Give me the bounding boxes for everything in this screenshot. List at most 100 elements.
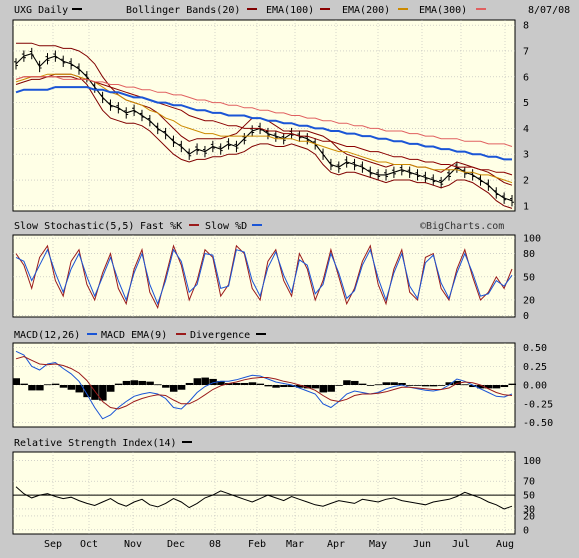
- divergence-bar: [83, 385, 91, 398]
- y-tick-label: 0.00: [523, 381, 547, 392]
- divergence-bar: [327, 385, 335, 392]
- date-label: 8/07/08: [528, 5, 570, 16]
- divergence-bar: [382, 382, 391, 385]
- y-tick-label: 0: [523, 311, 529, 322]
- divergence-bar: [154, 384, 162, 386]
- series-line-stochastic: [15, 248, 513, 306]
- stochastic-legend-slowd: Slow %D: [205, 221, 247, 232]
- divergence-bar: [343, 380, 351, 385]
- y-tick-label: 50: [523, 272, 535, 283]
- y-tick-label: 6: [523, 72, 529, 83]
- x-tick-label: Aug: [496, 539, 514, 550]
- divergence-bar: [217, 380, 225, 385]
- divergence-bar: [406, 385, 414, 386]
- stochastic-legend-fastk: Fast %K: [140, 221, 182, 232]
- macd-legend-div: Divergence: [190, 330, 250, 341]
- divergence-bar: [351, 380, 359, 385]
- tick-layer: Sep Oct Nov Dec 08 Feb Mar Apr May Jun Jul Aug12345…: [44, 21, 553, 550]
- divergence-bar: [67, 385, 76, 390]
- x-tick-label: Apr: [327, 539, 345, 550]
- y-tick-label: 7: [523, 46, 529, 57]
- divergence-bar: [106, 385, 115, 392]
- divergence-bar: [366, 385, 375, 386]
- bollinger-label: Bollinger Bands(20): [126, 5, 240, 16]
- y-tick-label: 4: [523, 124, 529, 135]
- divergence-bar: [43, 384, 52, 386]
- y-tick-label: 1: [523, 201, 529, 212]
- x-tick-label: May: [369, 539, 387, 550]
- series-line-macd: [15, 355, 513, 410]
- divergence-bar: [311, 385, 320, 389]
- rsi-title: Relative Strength Index(14): [14, 438, 177, 449]
- divergence-bar: [201, 377, 209, 385]
- divergence-bar: [36, 385, 44, 391]
- x-tick-label: Nov: [124, 539, 142, 550]
- stochastic-panel: [12, 234, 516, 318]
- bollinger-swatch: [247, 8, 257, 10]
- divergence-bar: [390, 382, 398, 385]
- divergence-bar: [358, 383, 367, 385]
- divergence-bar: [28, 385, 36, 391]
- divergence-bar: [177, 385, 186, 390]
- y-tick-label: 20: [523, 511, 535, 522]
- rsi-panel: [12, 451, 516, 535]
- series-line-price: [15, 76, 513, 147]
- divergence-bar: [193, 378, 202, 385]
- divergence-bar: [272, 385, 280, 388]
- divergence-bar: [500, 385, 509, 388]
- divergence-bar: [429, 385, 438, 387]
- y-tick-label: 2: [523, 176, 529, 187]
- divergence-bar: [477, 385, 485, 389]
- y-tick-label: 100: [523, 456, 541, 467]
- fastk-swatch: [189, 224, 199, 226]
- ema100-swatch: [320, 8, 330, 10]
- macd-legend-ema: MACD EMA(9): [101, 330, 167, 341]
- macd-ema-swatch: [176, 333, 186, 335]
- divergence-bar: [130, 380, 139, 385]
- ema300-swatch: [476, 8, 486, 10]
- divergence-bar: [508, 383, 516, 385]
- divergence-bar: [138, 380, 146, 385]
- ema100-label: EMA(100): [266, 5, 314, 16]
- divergence-bar: [146, 381, 154, 385]
- divergence-bar: [114, 383, 123, 385]
- y-tick-label: -0.25: [523, 399, 553, 410]
- grid-layer: [13, 20, 515, 534]
- y-tick-label: 8: [523, 21, 529, 32]
- x-tick-label: Oct: [80, 539, 98, 550]
- divergence-bar: [162, 385, 170, 388]
- series-line-rsi: [15, 486, 513, 510]
- divergence-bar: [414, 385, 422, 386]
- x-tick-label: Dec: [167, 539, 185, 550]
- divergence-bar: [240, 382, 249, 385]
- y-tick-label: 0.25: [523, 362, 547, 373]
- divergence-bar: [303, 385, 312, 389]
- divergence-bar: [484, 385, 493, 389]
- divergence-bar: [99, 385, 107, 401]
- ema200-label: EMA(200): [342, 5, 390, 16]
- y-tick-label: 50: [523, 491, 535, 502]
- series-layer: [12, 42, 516, 510]
- series-line-price: [15, 73, 513, 209]
- y-tick-label: 5: [523, 98, 529, 109]
- divergence-bar: [469, 385, 477, 388]
- divergence-bar: [288, 385, 296, 388]
- x-tick-label: Jul: [452, 539, 470, 550]
- y-tick-label: 3: [523, 150, 529, 161]
- series-line-price: [15, 86, 512, 161]
- divergence-bar: [335, 385, 343, 386]
- divergence-bar: [319, 385, 328, 393]
- divergence-bar: [280, 385, 288, 388]
- divergence-bar: [248, 382, 257, 385]
- divergence-bar: [421, 385, 430, 387]
- divergence-swatch: [256, 333, 266, 335]
- y-tick-label: 70: [523, 477, 535, 488]
- divergence-bar: [374, 384, 383, 386]
- divergence-bar: [492, 385, 501, 389]
- divergence-bar: [169, 385, 178, 392]
- divergence-bar: [437, 385, 446, 386]
- divergence-bar: [75, 385, 83, 393]
- slowd-swatch: [252, 224, 262, 226]
- watermark: ©BigCharts.com: [420, 221, 504, 232]
